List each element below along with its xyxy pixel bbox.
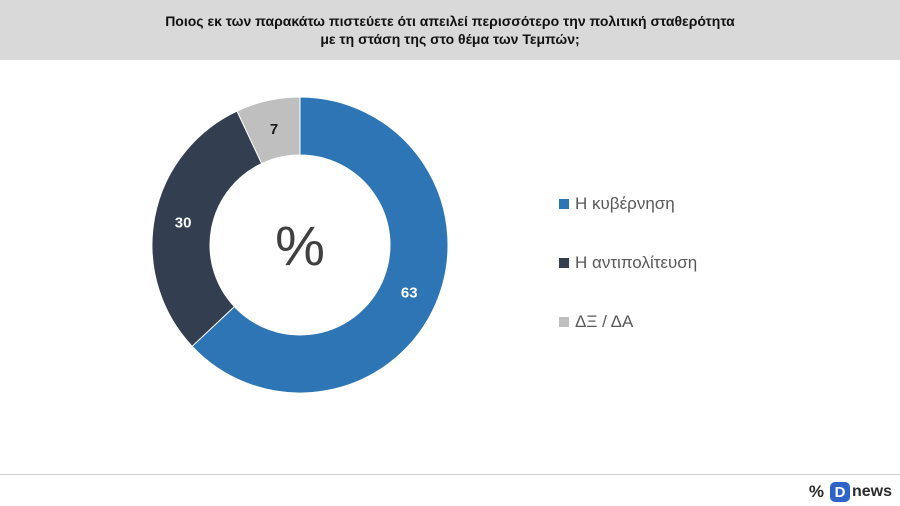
slice-value-label-0: 63: [401, 284, 418, 301]
legend-label: Η κυβέρνηση: [575, 194, 675, 213]
footer-divider: [0, 474, 900, 475]
legend-item-0: Η κυβέρνηση: [559, 192, 819, 216]
brand-percent-icon: %: [808, 482, 824, 501]
slice-value-label-2: 7: [270, 121, 278, 138]
chart-title-line-1: Ποιος εκ των παρακάτω πιστεύετε ότι απει…: [165, 13, 735, 29]
brand-d-badge: D: [829, 482, 850, 502]
slice-value-label-1: 30: [175, 215, 192, 232]
legend-label: Η αντιπολίτευση: [575, 253, 698, 272]
chart-legend: Η κυβέρνηση Η αντιπολίτευση ΔΞ / ΔΑ: [559, 192, 819, 369]
legend-item-1: Η αντιπολίτευση: [559, 251, 819, 275]
legend-swatch: [559, 199, 569, 209]
chart-header: Ποιος εκ των παρακάτω πιστεύετε ότι απει…: [0, 0, 900, 60]
brand-d-letter: D: [834, 483, 846, 501]
slice-0: [191, 96, 449, 394]
donut-chart: 63 30 7 %: [151, 96, 449, 394]
legend-swatch: [559, 317, 569, 327]
legend-swatch: [559, 258, 569, 268]
slice-1: [151, 110, 263, 348]
legend-label: ΔΞ / ΔΑ: [575, 312, 634, 331]
donut-value-labels: 63 30 7: [175, 121, 418, 301]
donut-slices: [151, 96, 449, 394]
chart-title-line-2: με τη στάση της στο θέμα των Τεμπών;: [320, 31, 580, 47]
slice-2: [236, 96, 301, 165]
brand-name: news: [851, 483, 892, 500]
center-percent-symbol: %: [275, 214, 325, 277]
legend-item-2: ΔΞ / ΔΑ: [559, 310, 819, 334]
brand-logo: % D news: [809, 481, 892, 503]
